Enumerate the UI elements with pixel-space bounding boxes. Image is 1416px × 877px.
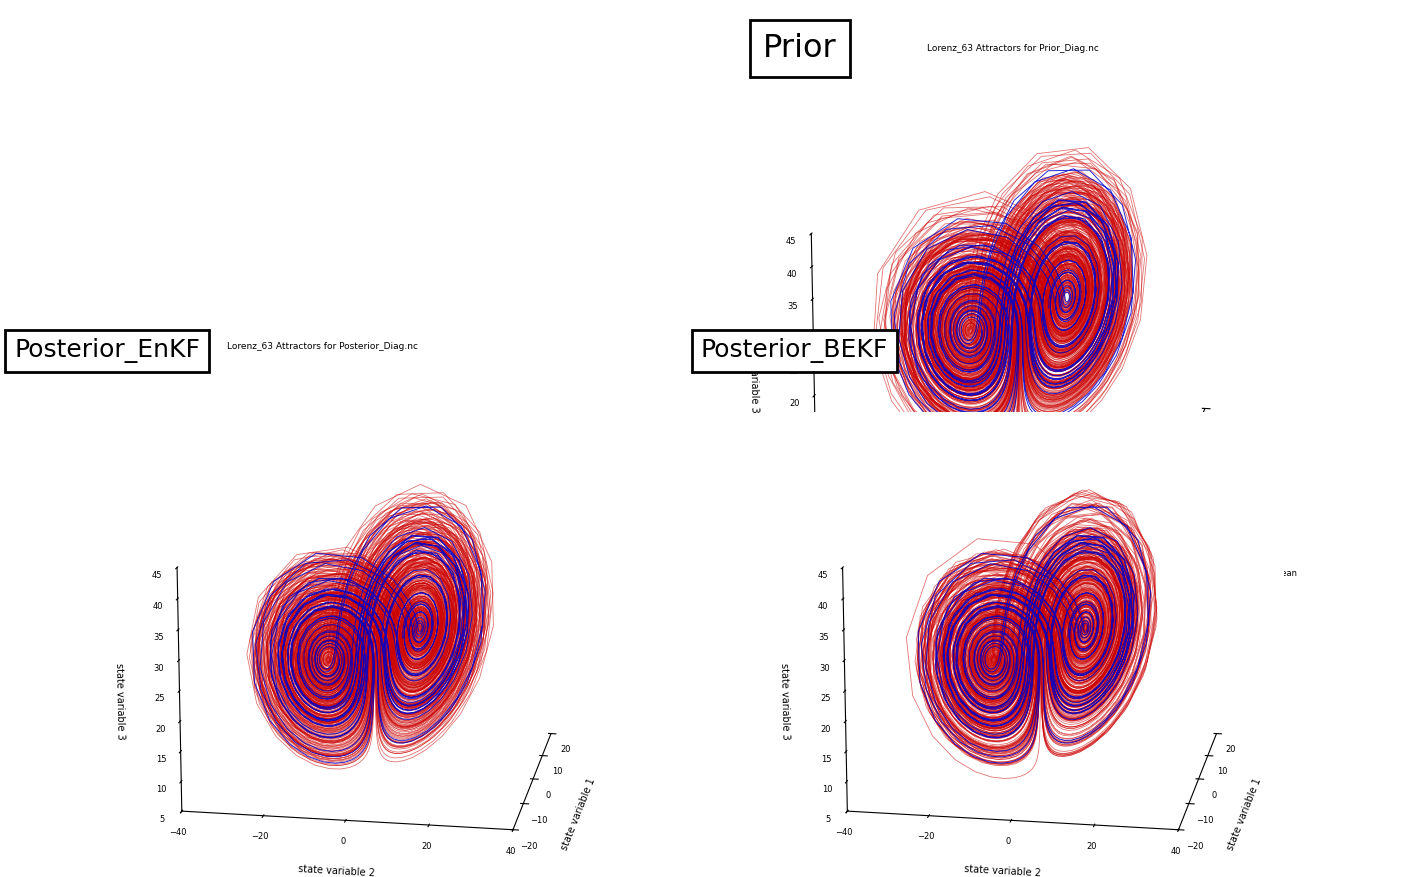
X-axis label: state variable 1: state variable 1 — [1212, 454, 1250, 529]
Legend: Ensemble Mean, True State: Ensemble Mean, True State — [1205, 568, 1297, 592]
Text: Lorenz_63 Attractors for Prior_Diag.nc: Lorenz_63 Attractors for Prior_Diag.nc — [927, 44, 1099, 53]
Text: Prior: Prior — [763, 32, 837, 64]
Text: Lorenz_63 Attractors for Posterior_Diag.nc: Lorenz_63 Attractors for Posterior_Diag.… — [227, 342, 418, 351]
Y-axis label: state variable 2: state variable 2 — [942, 543, 1018, 558]
Text: Posterior_BEKF: Posterior_BEKF — [701, 339, 888, 363]
Y-axis label: state variable 2: state variable 2 — [963, 864, 1041, 877]
Text: Posterior_EnKF: Posterior_EnKF — [14, 339, 200, 363]
X-axis label: state variable 1: state variable 1 — [559, 777, 598, 852]
Y-axis label: state variable 2: state variable 2 — [297, 864, 375, 877]
X-axis label: state variable 1: state variable 1 — [1225, 777, 1263, 852]
